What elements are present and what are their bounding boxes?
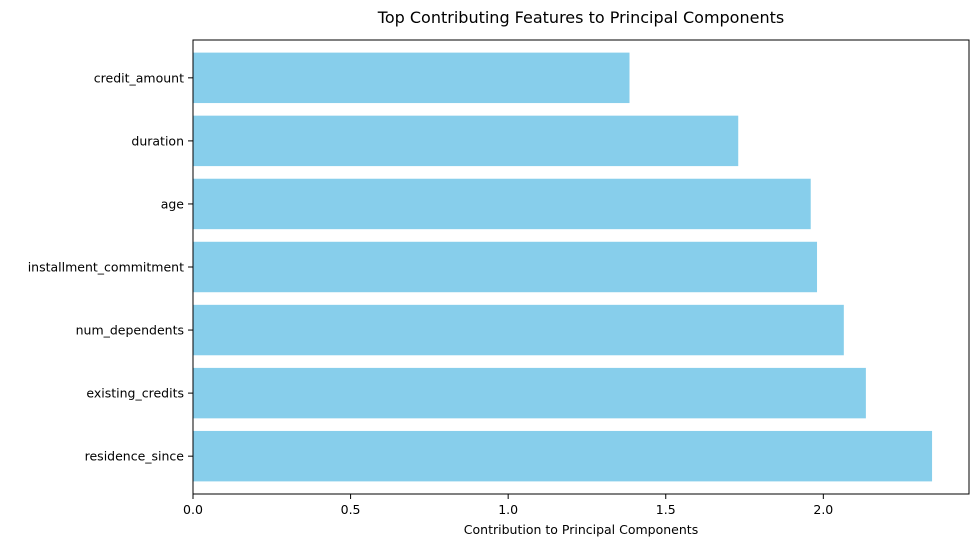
x-tick-label: 2.0 — [813, 502, 833, 517]
y-tick-label: residence_since — [85, 449, 185, 464]
x-axis-label: Contribution to Principal Components — [464, 522, 698, 537]
y-tick-label: duration — [131, 133, 184, 148]
bar-installment-commitment — [193, 241, 818, 293]
bar-num-dependents — [193, 304, 844, 356]
bar-existing-credits — [193, 367, 866, 419]
y-tick-label: existing_credits — [86, 386, 184, 401]
y-axis-ticks: credit_amount duration age installment_comm… — [28, 70, 193, 464]
y-tick-label: installment_commitment — [28, 260, 184, 275]
bar-age — [193, 178, 811, 230]
bars-group — [193, 52, 933, 482]
bar-credit-amount — [193, 52, 630, 104]
x-axis-ticks: 0.0 0.5 1.0 1.5 2.0 — [183, 494, 833, 517]
bar-duration — [193, 115, 739, 167]
y-tick-label: age — [161, 196, 185, 211]
x-tick-label: 1.0 — [498, 502, 518, 517]
chart-title: Top Contributing Features to Principal C… — [377, 8, 784, 27]
x-tick-label: 0.5 — [341, 502, 361, 517]
y-tick-label: num_dependents — [76, 323, 184, 338]
x-tick-label: 1.5 — [656, 502, 676, 517]
y-tick-label: credit_amount — [94, 70, 184, 85]
x-tick-label: 0.0 — [183, 502, 203, 517]
plot-frame — [192, 39, 970, 495]
bar-residence-since — [193, 430, 933, 482]
